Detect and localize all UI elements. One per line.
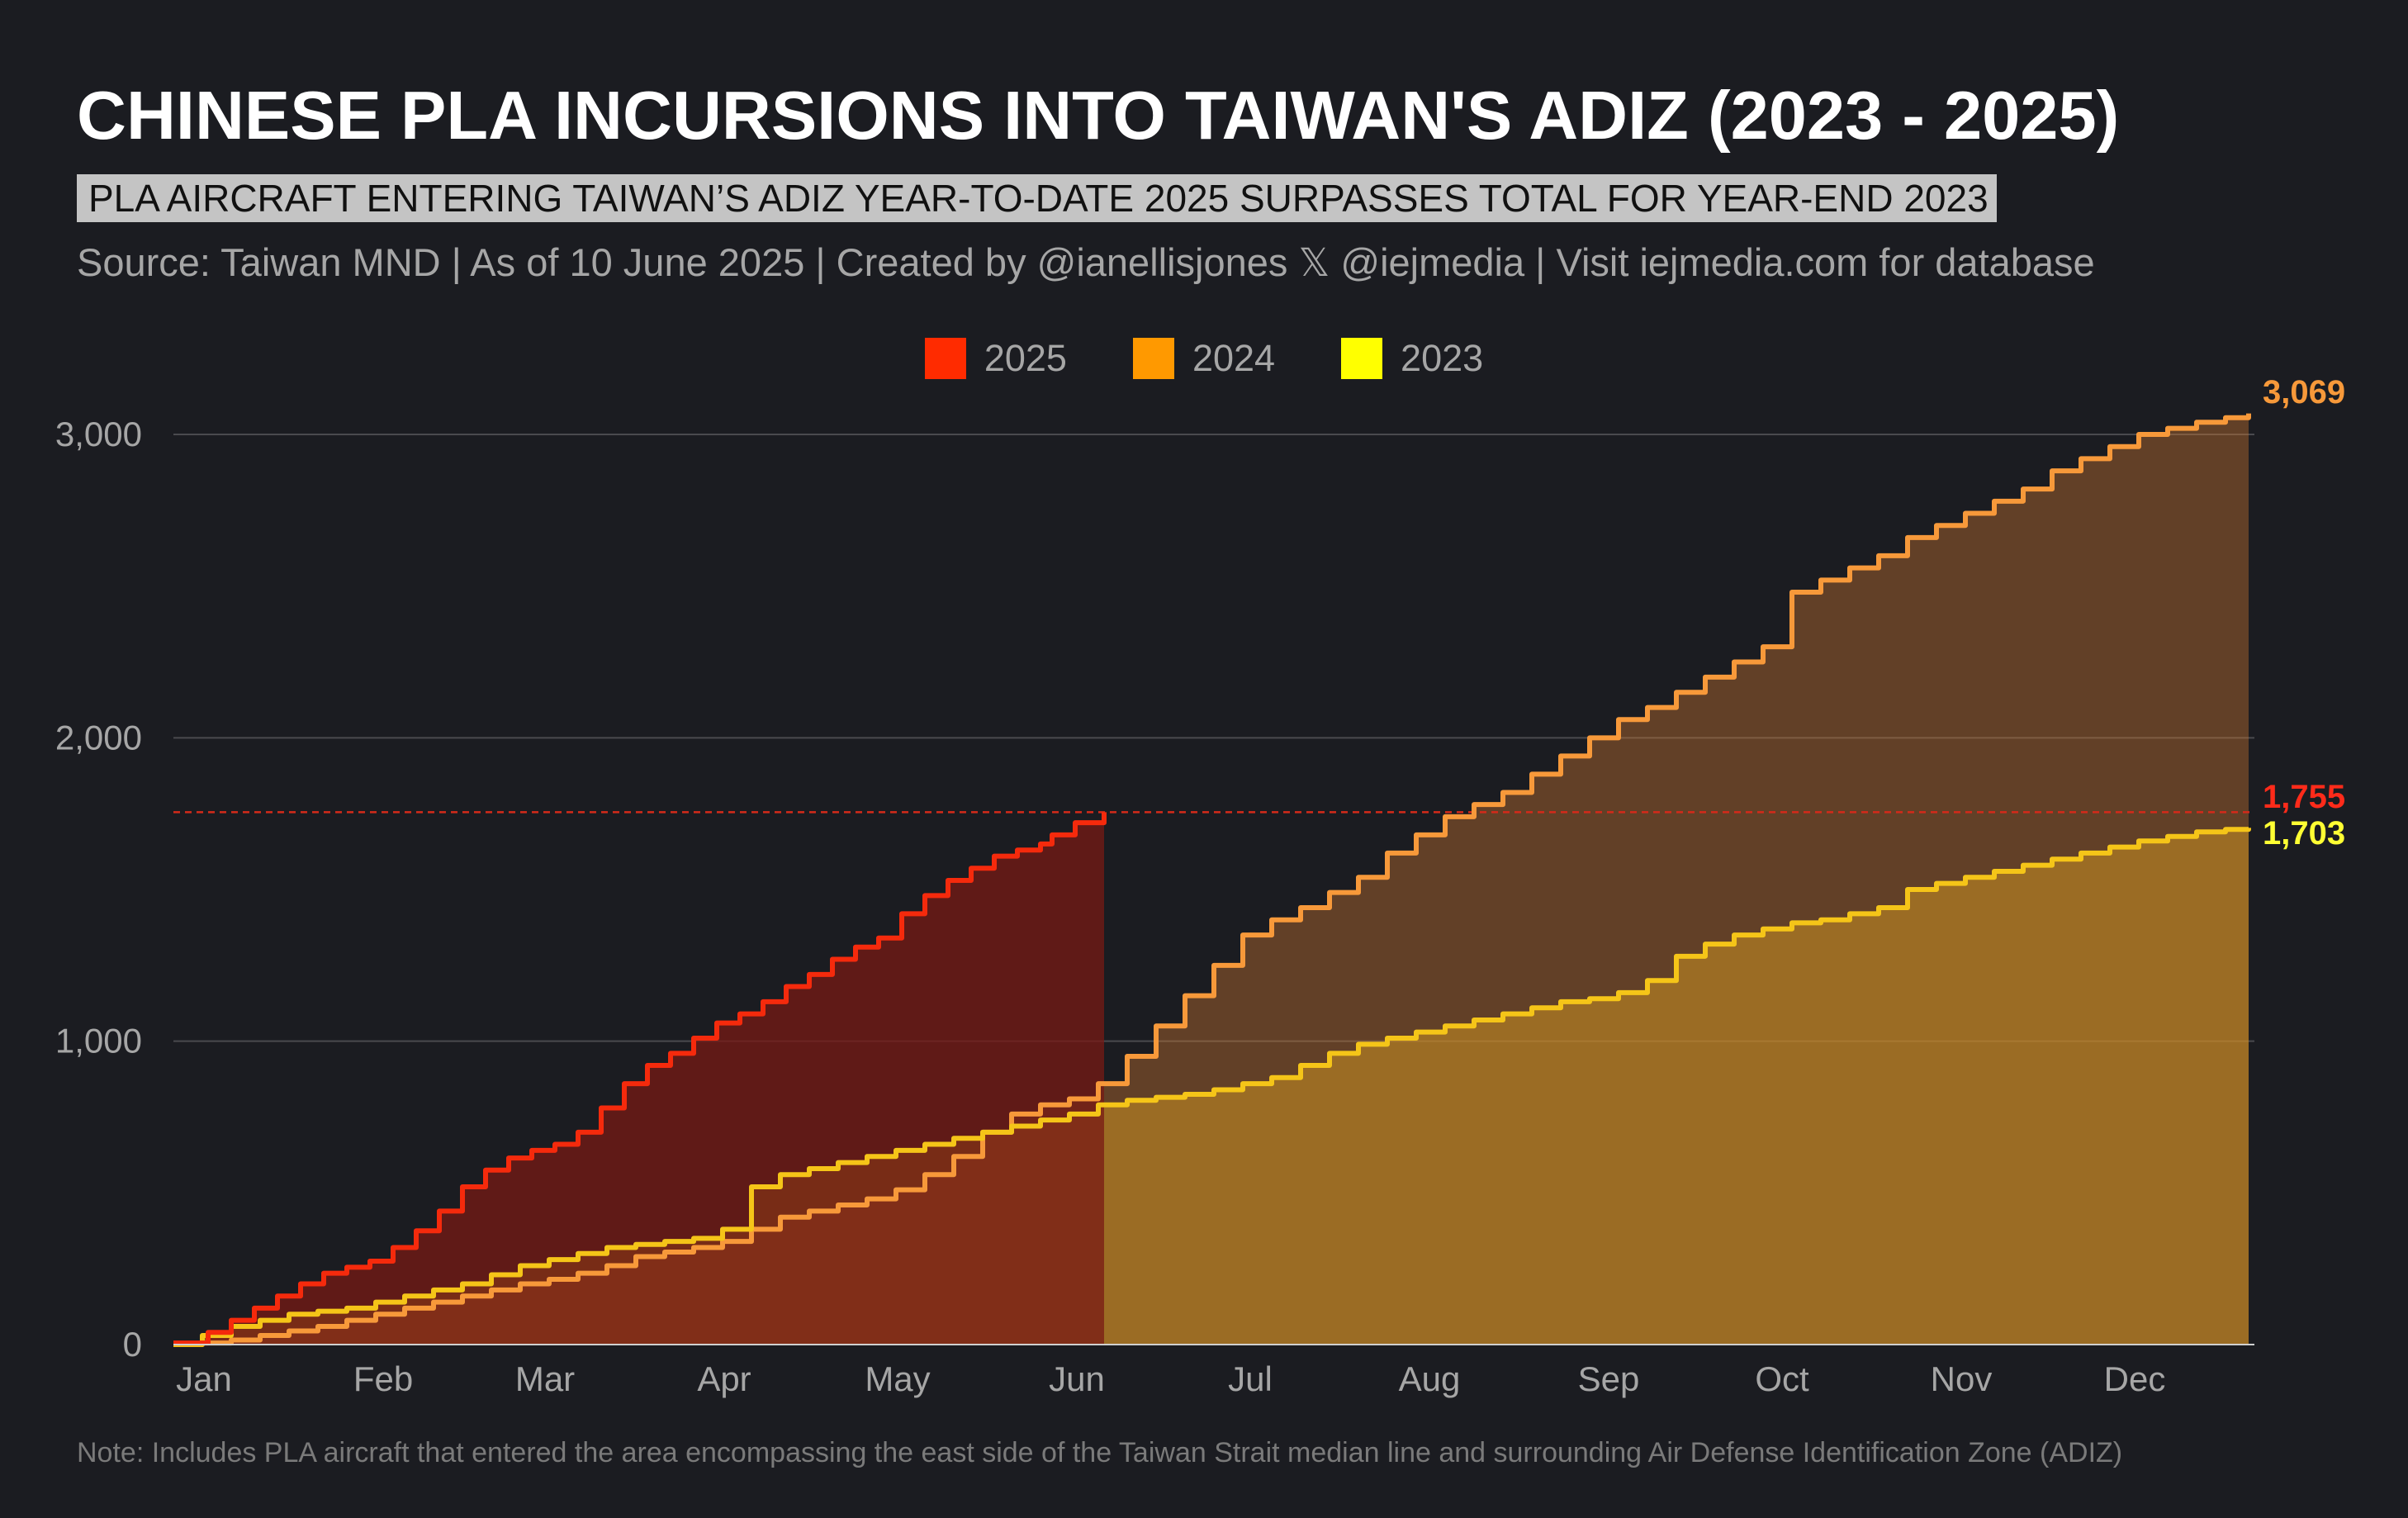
x-tick-label: Jul (1228, 1359, 1273, 1398)
x-tick-label: Nov (1931, 1359, 1993, 1398)
area-2024 (173, 413, 2249, 1345)
y-tick-label: 2,000 (55, 718, 142, 757)
x-tick-label: Oct (1755, 1359, 1809, 1398)
chart-subtitle: PLA AIRCRAFT ENTERING TAIWAN’S ADIZ YEAR… (77, 174, 1997, 222)
area-2023 (173, 828, 2249, 1345)
x-tick-label: Aug (1399, 1359, 1461, 1398)
legend-item-2023: 2023 (1341, 337, 1483, 380)
legend-label-2025: 2025 (984, 337, 1067, 379)
legend-swatch-2025 (924, 338, 966, 379)
legend-swatch-2024 (1132, 338, 1174, 379)
line-2024 (173, 413, 2251, 1347)
y-tick-label: 3,000 (55, 415, 142, 453)
chart-title: CHINESE PLA INCURSIONS INTO TAIWAN'S ADI… (77, 77, 2120, 154)
legend-label-2023: 2023 (1401, 337, 1484, 379)
x-tick-label: Feb (353, 1359, 413, 1398)
y-tick-label: 0 (123, 1325, 142, 1364)
legend-label-2024: 2024 (1192, 337, 1276, 379)
x-tick-label: Apr (697, 1359, 751, 1398)
legend-swatch-2023 (1341, 338, 1383, 379)
source-line: Source: Taiwan MND | As of 10 June 2025 … (77, 240, 2095, 284)
x-tick-label: May (865, 1359, 930, 1398)
x-tick-label: Sep (1578, 1359, 1640, 1398)
area-2025 (173, 812, 1104, 1345)
x-tick-label: Dec (2104, 1359, 2166, 1398)
line-2025 (173, 812, 1107, 1346)
x-tick-label: Mar (515, 1359, 575, 1398)
end-label-2024: 3,069 (2263, 374, 2345, 410)
legend: 2025 2024 2023 (0, 337, 2408, 380)
legend-item-2024: 2024 (1132, 337, 1276, 380)
x-tick-label: Jan (176, 1359, 232, 1398)
line-2023 (173, 827, 2251, 1347)
y-tick-label: 1,000 (55, 1022, 142, 1060)
x-tick-label: Jun (1049, 1359, 1105, 1398)
end-label-2025: 1,755 (2263, 779, 2345, 815)
footnote: Note: Includes PLA aircraft that entered… (77, 1437, 2123, 1468)
legend-item-2025: 2025 (924, 337, 1067, 380)
end-label-2023: 1,703 (2263, 815, 2345, 852)
